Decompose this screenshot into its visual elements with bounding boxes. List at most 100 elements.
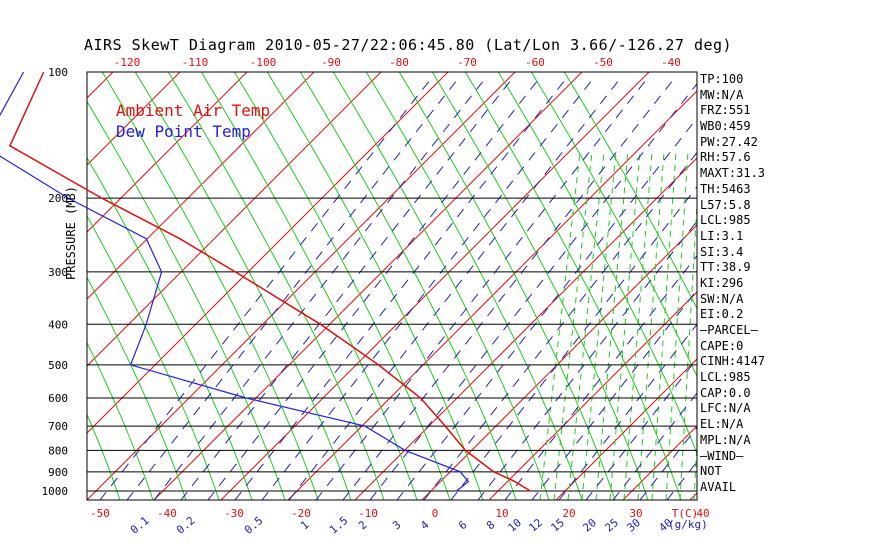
- mixing-ratio-line: [396, 117, 697, 500]
- pressure-tick-label: 600: [48, 392, 68, 405]
- mixing-ratio-tick: 1.5: [327, 514, 351, 537]
- isotherm-line: [0, 0, 17, 500]
- top-temperature-tick: -90: [321, 56, 341, 69]
- stat-item: LFC:N/A: [700, 401, 751, 416]
- top-temperature-tick: -50: [593, 56, 613, 69]
- bottom-temperature-tick: 20: [562, 507, 575, 520]
- moist-adiabat-line: [87, 413, 121, 500]
- stat-item: —PARCEL—: [700, 323, 758, 337]
- mixing-ratio-tick: 0.5: [242, 514, 266, 537]
- ambient-air-temp-line: [8, 71, 531, 492]
- stat-item: L57:5.8: [700, 197, 751, 212]
- moist-adiabat-line: [87, 100, 286, 500]
- stat-item: LCL:985: [700, 213, 751, 228]
- dry-adiabat-dashed-line: [623, 151, 653, 500]
- stat-item: MPL:N/A: [700, 432, 751, 447]
- dew-point-temp-line: [0, 71, 470, 492]
- dry-adiabat-dashed-line: [539, 151, 581, 500]
- stat-item: EI:0.2: [700, 307, 744, 322]
- moist-adiabat-line: [398, 72, 616, 500]
- mixing-ratio-line: [504, 254, 697, 500]
- pressure-tick-label: 400: [48, 318, 68, 331]
- bottom-temperature-tick: -30: [224, 507, 244, 520]
- mixing-ratio-tick: 3: [390, 518, 403, 532]
- stat-item: WB0:459: [700, 119, 751, 134]
- dry-adiabat-dashed-line: [665, 151, 689, 500]
- isotherm-line: [220, 72, 650, 500]
- mixing-ratio-tick: 4: [418, 518, 432, 532]
- stat-item: SW:N/A: [700, 291, 744, 306]
- bottom-temperature-tick: -50: [90, 507, 110, 520]
- mixing-ratio-tick: 0.2: [174, 514, 198, 537]
- chart-title: AIRS SkewT Diagram 2010-05-27/22:06:45.8…: [84, 36, 733, 54]
- dry-adiabat-dashed-line: [637, 151, 665, 500]
- moist-adiabat-line: [299, 72, 517, 500]
- pressure-tick-label: 800: [48, 444, 68, 457]
- moist-adiabat-line: [464, 72, 682, 500]
- stat-item: EL:N/A: [700, 417, 744, 432]
- bottom-temperature-tick: 10: [495, 507, 508, 520]
- stat-item: CAPE:0: [700, 338, 744, 353]
- isotherm-line: [287, 90, 697, 500]
- pressure-tick-label: 1000: [42, 485, 69, 498]
- isotherm-line: [824, 0, 870, 500]
- bottom-temperature-tick: 40: [696, 507, 709, 520]
- y-axis-label: PRESSURE (MB): [64, 186, 78, 280]
- moist-adiabat-line: [530, 72, 697, 378]
- mixing-ratio-tick: 25: [602, 516, 621, 534]
- mixing-ratio-line: [369, 83, 697, 500]
- moist-adiabat-line: [233, 72, 451, 500]
- stat-item: TP:100: [700, 72, 744, 86]
- stat-item: —WIND—: [700, 448, 744, 463]
- moist-adiabat-line: [200, 72, 418, 500]
- mixing-ratio-tick: 6: [456, 518, 469, 532]
- moist-adiabat-line: [0, 0, 54, 500]
- stat-item: FRZ:551: [700, 103, 751, 118]
- isotherm-line: [87, 72, 315, 300]
- mixing-ratio-tick: 20: [580, 516, 599, 534]
- bottom-temperature-tick: -40: [157, 507, 177, 520]
- moist-adiabat-line: [134, 72, 352, 500]
- stat-item: TH:5463: [700, 181, 751, 196]
- isotherm-line: [488, 291, 697, 500]
- plot-frame: [86, 71, 698, 501]
- mixing-ratio-tick: 2: [356, 518, 369, 532]
- stat-item: MAXT:31.3: [700, 166, 766, 181]
- mixing-ratio-tick: 12: [526, 516, 545, 534]
- top-temperature-tick: -60: [525, 56, 545, 69]
- dry-adiabat-dashed-line: [609, 151, 641, 500]
- top-temperature-tick: -120: [114, 56, 141, 69]
- pressure-tick-label: 100: [48, 66, 68, 79]
- dry-adiabat-dashed-line: [595, 151, 629, 500]
- mixing-ratio-line: [153, 79, 485, 500]
- stat-item: LI:3.1: [700, 228, 744, 243]
- pressure-tick-label: 300: [48, 266, 68, 279]
- stat-item: TT:38.9: [700, 260, 751, 275]
- moist-adiabat-line: [167, 72, 385, 500]
- top-temperature-tick: -80: [389, 56, 409, 69]
- stat-item: SI:3.4: [700, 244, 744, 259]
- moist-adiabat-line: [0, 0, 21, 500]
- mixing-ratio-tick: 0.1: [128, 514, 152, 537]
- dry-adiabat-dashed-line: [553, 151, 593, 500]
- mixing-ratio-line: [207, 79, 539, 500]
- moist-adiabat-line: [497, 72, 697, 455]
- stat-item: CINH:4147: [700, 354, 766, 369]
- legend-ambient-air-temp: Ambient Air Temp: [116, 101, 271, 120]
- stat-item: KI:296: [700, 275, 744, 290]
- top-temperature-tick: -100: [250, 56, 277, 69]
- stat-item: LCL:985: [700, 370, 751, 385]
- stats-panel: TP:100 MW:N/A FRZ:551 WB0:459 PW:27.42 RH:57.…: [700, 72, 765, 496]
- dry-adiabat-dashed-line: [581, 151, 617, 500]
- pressure-tick-label: 700: [48, 420, 68, 433]
- isotherm-line: [354, 157, 697, 500]
- mixing-ratio-unit-label: (g/kg): [668, 518, 708, 531]
- top-temperature-tick: -110: [182, 56, 209, 69]
- stat-item: RH:57.6: [700, 150, 751, 165]
- mixing-ratio-line: [315, 79, 647, 500]
- mixing-ratio-tick: 8: [484, 518, 497, 532]
- moist-adiabat-line: [87, 341, 154, 500]
- mixing-ratio-line: [234, 79, 566, 500]
- moist-adiabat-line: [431, 72, 649, 500]
